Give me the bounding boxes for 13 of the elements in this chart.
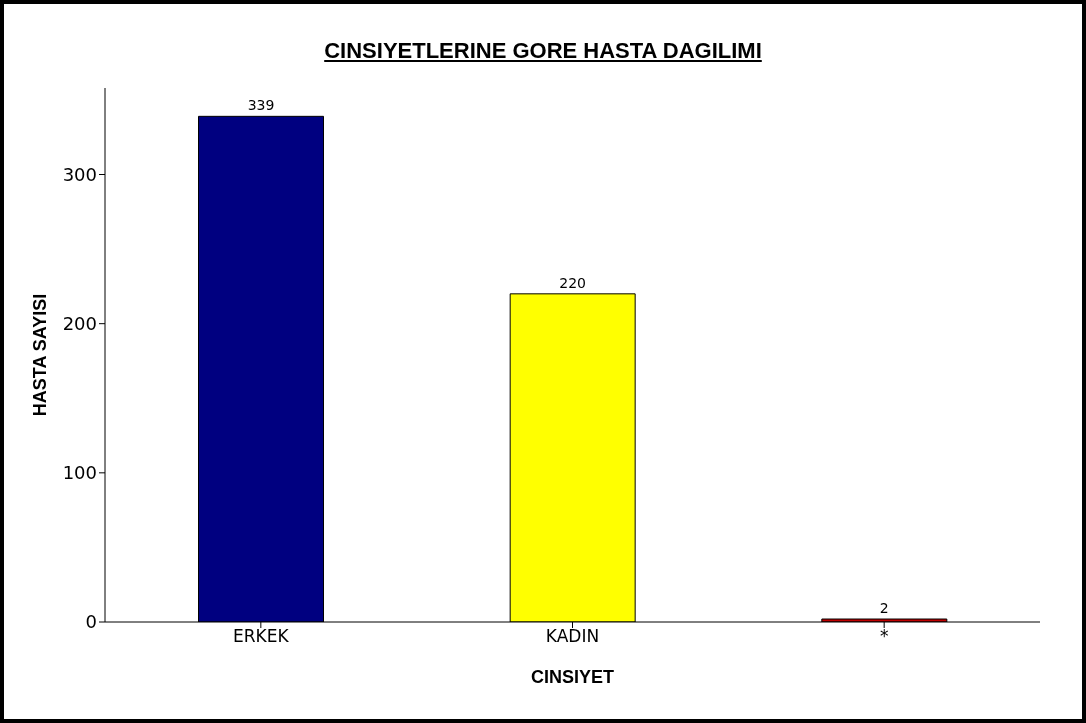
y-tick-label: 200 [62, 313, 97, 335]
y-tick-label: 0 [85, 611, 97, 633]
data-label: 2 [879, 600, 889, 617]
y-axis-title: HASTA SAYISI [30, 293, 51, 417]
x-tick-label: ERKEK [233, 626, 290, 647]
x-axis-title: CINSIYET [530, 667, 615, 687]
x-tick-label: KADIN [545, 626, 600, 647]
data-label: 220 [559, 274, 587, 291]
data-label: 339 [247, 97, 275, 114]
y-tick-label: 100 [62, 462, 97, 484]
y-tick-label: 300 [62, 163, 97, 185]
x-tick-label: * [879, 626, 889, 647]
chart-title: CINSIYETLERINE GORE HASTA DAGILIMI [323, 38, 763, 64]
